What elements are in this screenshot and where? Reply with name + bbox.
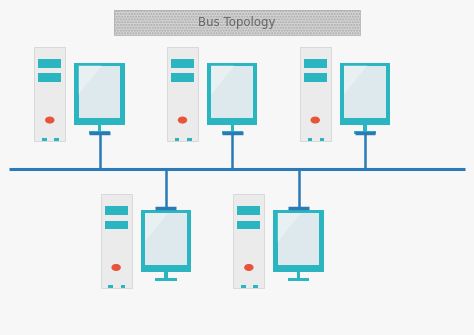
Bar bbox=[114, 10, 360, 35]
Bar bbox=[273, 210, 324, 272]
Bar bbox=[300, 47, 330, 141]
Bar bbox=[155, 278, 176, 281]
Bar bbox=[288, 278, 310, 281]
Bar bbox=[207, 63, 257, 125]
Bar bbox=[237, 220, 260, 229]
Polygon shape bbox=[145, 213, 168, 242]
Bar bbox=[171, 73, 194, 82]
Bar bbox=[233, 194, 264, 288]
Bar bbox=[55, 138, 59, 141]
Circle shape bbox=[46, 117, 54, 123]
Bar bbox=[340, 63, 390, 125]
Bar bbox=[175, 138, 179, 141]
Bar bbox=[320, 138, 324, 141]
Bar bbox=[167, 47, 198, 141]
Bar bbox=[278, 213, 319, 265]
Bar bbox=[42, 138, 46, 141]
Bar bbox=[241, 285, 246, 288]
Circle shape bbox=[179, 117, 186, 123]
Bar bbox=[363, 124, 367, 131]
Circle shape bbox=[245, 265, 253, 270]
Circle shape bbox=[311, 117, 319, 123]
Bar bbox=[114, 10, 360, 35]
Bar bbox=[98, 124, 101, 131]
Bar bbox=[171, 59, 194, 68]
Bar bbox=[308, 138, 312, 141]
Bar bbox=[79, 66, 120, 118]
Bar bbox=[100, 194, 131, 288]
Bar bbox=[105, 206, 128, 215]
Bar bbox=[230, 124, 234, 131]
Circle shape bbox=[112, 265, 120, 270]
Bar bbox=[254, 285, 258, 288]
Polygon shape bbox=[79, 66, 101, 94]
Bar bbox=[34, 47, 65, 141]
Bar bbox=[237, 206, 260, 215]
Bar bbox=[141, 210, 191, 272]
Bar bbox=[74, 63, 125, 125]
Bar bbox=[89, 131, 110, 134]
Polygon shape bbox=[278, 213, 301, 242]
Bar bbox=[121, 285, 125, 288]
Bar bbox=[164, 271, 168, 279]
Bar bbox=[354, 131, 375, 134]
Bar bbox=[109, 285, 113, 288]
Bar bbox=[187, 138, 191, 141]
Bar bbox=[297, 271, 301, 279]
Bar bbox=[105, 220, 128, 229]
Bar bbox=[221, 131, 243, 134]
Bar bbox=[304, 59, 327, 68]
Polygon shape bbox=[344, 66, 367, 94]
Bar bbox=[38, 73, 61, 82]
Bar bbox=[38, 59, 61, 68]
Bar bbox=[211, 66, 253, 118]
Polygon shape bbox=[211, 66, 234, 94]
Bar bbox=[344, 66, 386, 118]
Bar bbox=[145, 213, 187, 265]
Text: Bus Topology: Bus Topology bbox=[198, 16, 276, 29]
Bar bbox=[304, 73, 327, 82]
